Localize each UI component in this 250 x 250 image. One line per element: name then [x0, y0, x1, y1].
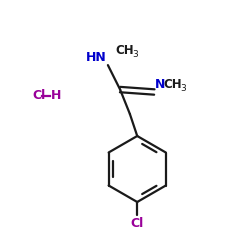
Text: 3: 3 [132, 50, 138, 58]
Text: CH: CH [115, 44, 134, 57]
Text: N: N [155, 78, 166, 91]
Text: HN: HN [86, 51, 107, 64]
Text: H: H [50, 89, 61, 102]
Text: CH: CH [164, 78, 182, 91]
Text: Cl: Cl [130, 217, 144, 230]
Text: Cl: Cl [32, 89, 45, 102]
Text: 3: 3 [180, 84, 186, 93]
